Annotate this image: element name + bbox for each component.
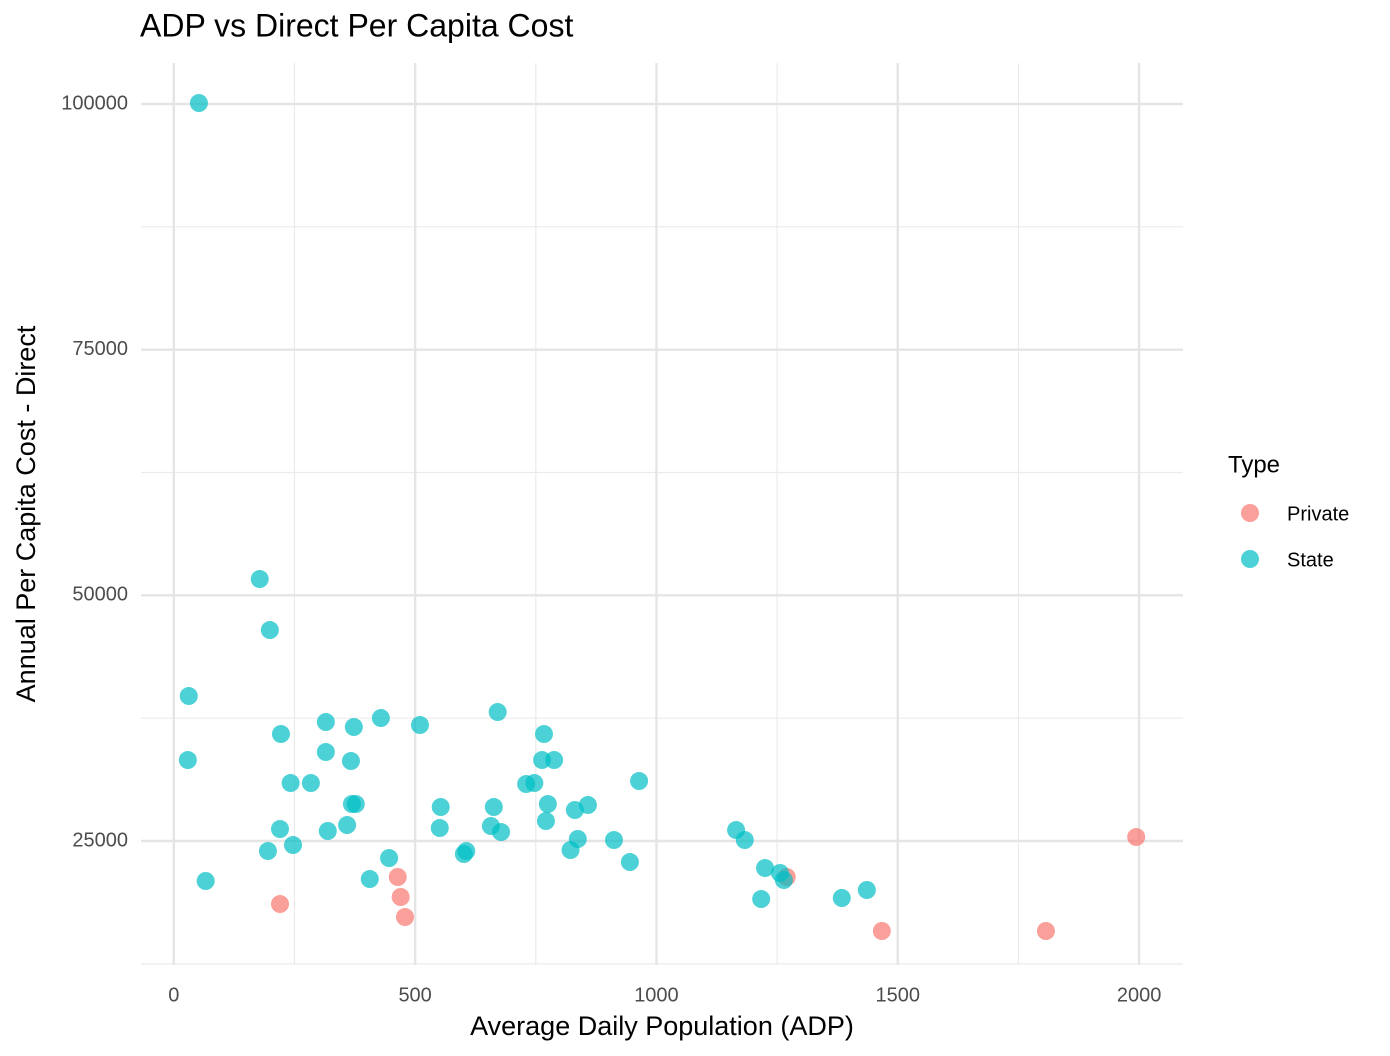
point [270, 895, 289, 914]
point [301, 774, 320, 793]
point [431, 798, 450, 817]
legend-swatch [1241, 504, 1259, 522]
point [284, 836, 303, 855]
point [488, 703, 507, 722]
point [258, 842, 277, 861]
point [189, 94, 208, 113]
y-axis-label: Annual Per Capita Cost - Direct [11, 325, 41, 702]
point [178, 751, 197, 770]
point [604, 831, 623, 850]
point [196, 872, 215, 891]
x-tick-label: 1500 [876, 984, 921, 1006]
point [620, 853, 639, 872]
y-tick-label: 75000 [72, 338, 128, 360]
point [271, 725, 290, 744]
point [179, 687, 198, 706]
legend-swatch [1241, 550, 1259, 568]
point [630, 772, 649, 791]
point [260, 621, 279, 640]
point [1127, 828, 1146, 847]
point [536, 812, 555, 831]
point [270, 820, 289, 839]
point [484, 798, 503, 817]
point [735, 831, 754, 850]
x-tick-label: 2000 [1117, 984, 1162, 1006]
y-tick-label: 25000 [72, 829, 128, 851]
point [430, 819, 449, 838]
point [872, 921, 891, 940]
point [316, 713, 335, 732]
point [318, 822, 337, 841]
point [1036, 921, 1055, 940]
x-tick-label: 1000 [634, 984, 679, 1006]
point [395, 908, 414, 927]
point [344, 718, 363, 737]
point [534, 725, 553, 744]
point [391, 887, 410, 906]
point [371, 709, 390, 728]
point [281, 774, 300, 793]
point [338, 816, 357, 835]
x-axis-label: Average Daily Population (ADP) [470, 1011, 854, 1041]
point [380, 849, 399, 868]
point [561, 841, 580, 860]
point [410, 716, 429, 735]
y-tick-label: 50000 [72, 584, 128, 606]
point [752, 890, 771, 909]
point [538, 795, 557, 814]
point [525, 774, 544, 793]
y-tick-label: 100000 [61, 92, 128, 114]
point [316, 743, 335, 762]
legend-label: Private [1287, 503, 1349, 525]
x-tick-label: 0 [168, 984, 179, 1006]
points [178, 94, 1146, 940]
x-tick-label: 500 [398, 984, 431, 1006]
point [457, 842, 476, 861]
point [857, 881, 876, 900]
legend-title: Type [1228, 451, 1280, 478]
point [756, 859, 775, 878]
point [565, 801, 584, 820]
point [346, 795, 365, 814]
point [774, 871, 793, 890]
point [360, 870, 379, 889]
grid [141, 63, 1183, 965]
point [388, 868, 407, 887]
point [250, 570, 269, 589]
point [832, 889, 851, 908]
chart-title: ADP vs Direct Per Capita Cost [140, 7, 573, 43]
point [492, 823, 511, 842]
point [545, 751, 564, 770]
point [341, 752, 360, 771]
legend-label: State [1287, 549, 1334, 571]
